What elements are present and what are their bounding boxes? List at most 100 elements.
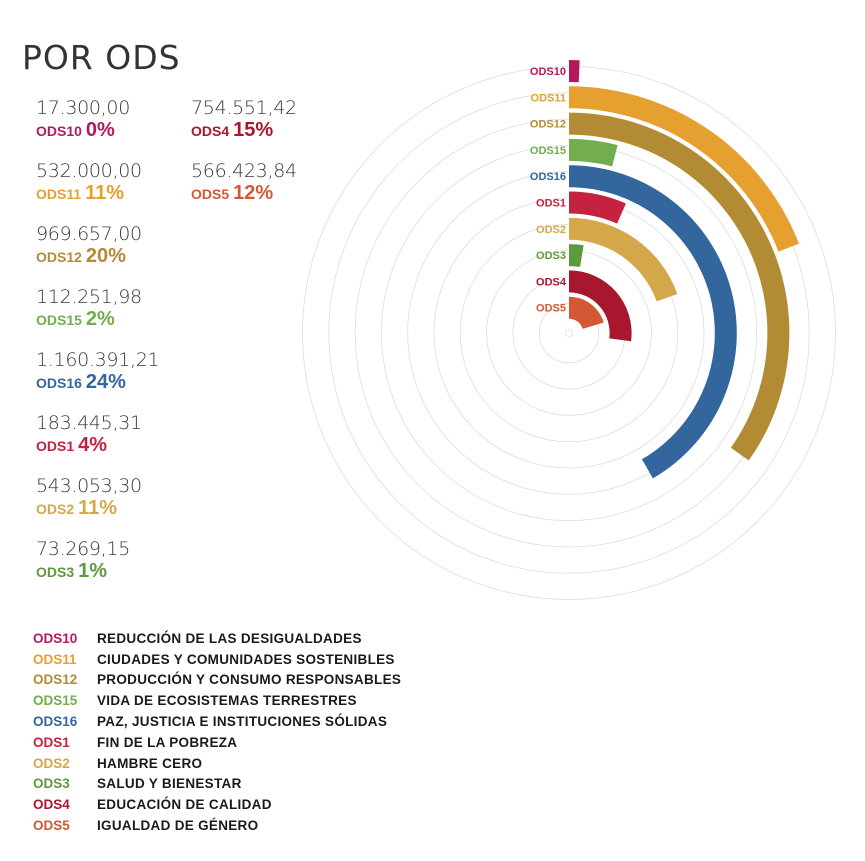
stat-code: ODS11 — [36, 186, 82, 202]
legend-name: REDUCCIÓN DE LAS DESIGUALDADES — [97, 630, 362, 646]
legend-name: PRODUCCIÓN Y CONSUMO RESPONSABLES — [97, 672, 402, 688]
legend-name: HAMBRE CERO — [97, 755, 203, 771]
legend-item: ODS16 PAZ, JUSTICIA E INSTITUCIONES SÓLID… — [33, 711, 401, 732]
arc-label-ods4: ODS4 — [536, 276, 567, 288]
stat-code: ODS1 — [36, 438, 75, 454]
stat-code: ODS15 — [36, 312, 82, 328]
arc-ods15 — [569, 138, 618, 167]
legend-name: EDUCACIÓN DE CALIDAD — [97, 797, 272, 813]
stat-code: ODS2 — [36, 501, 75, 517]
stat-amount: 183.445,31 — [36, 412, 142, 434]
arc-ods12 — [569, 112, 790, 461]
arc-label-ods5: ODS5 — [536, 303, 566, 315]
stat-label: ODS1 4% — [36, 433, 142, 458]
arc-label-ods16: ODS16 — [530, 171, 566, 183]
legend-code: ODS4 — [33, 797, 70, 813]
stat-percent: 20% — [85, 245, 126, 267]
stat-percent: 11% — [78, 497, 118, 519]
stat-ods16: 1.160.391,21 ODS16 24% — [36, 349, 160, 395]
arc-ods1 — [569, 191, 626, 224]
legend-item: ODS4 EDUCACIÓN DE CALIDAD — [33, 794, 401, 815]
arc-label-ods1: ODS1 — [536, 198, 566, 210]
arc-ods2 — [569, 217, 678, 302]
legend: ODS10 REDUCCIÓN DE LAS DESIGUALDADES ODS11… — [33, 628, 401, 836]
stat-amount: 17.300,00 — [36, 97, 130, 119]
legend-code: ODS16 — [33, 714, 78, 730]
stat-percent: 4% — [78, 434, 108, 456]
stat-ods4: 754.551,42 ODS4 15% — [191, 98, 297, 143]
stat-ods5: 566.423,84 ODS5 12% — [191, 161, 297, 206]
legend-name: FIN DE LA POBREZA — [97, 734, 238, 750]
legend-item: ODS12 PRODUCCIÓN Y CONSUMO RESPONSABLES — [33, 670, 401, 691]
stat-percent: 15% — [233, 119, 274, 141]
arc-ods5 — [569, 296, 604, 329]
legend-name: SALUD Y BIENESTAR — [97, 776, 242, 792]
arc-ods10 — [569, 60, 580, 83]
stat-ods2: 543.053,30 ODS2 11% — [36, 476, 142, 521]
arc-ods3 — [569, 244, 584, 268]
legend-code: ODS2 — [33, 755, 70, 771]
stat-percent: 0% — [85, 119, 115, 141]
arc-label-ods15: ODS15 — [530, 145, 566, 157]
stat-label: ODS16 24% — [36, 370, 159, 395]
stat-code: ODS4 — [191, 123, 230, 139]
arc-label-ods12: ODS12 — [530, 119, 566, 131]
legend-code: ODS1 — [33, 734, 70, 750]
stat-label: ODS10 0% — [36, 118, 130, 143]
stat-label: ODS11 11% — [36, 181, 142, 206]
stat-label: ODS3 1% — [36, 559, 130, 584]
stat-ods3: 73.269,15 ODS3 1% — [36, 539, 130, 584]
stat-percent: 12% — [233, 182, 274, 204]
stat-ods11: 532.000,00 ODS11 11% — [36, 161, 142, 206]
stat-amount: 754.551,42 — [191, 97, 297, 119]
legend-code: ODS5 — [33, 818, 70, 834]
legend-code: ODS11 — [33, 651, 77, 667]
legend-code: ODS3 — [33, 776, 70, 792]
stat-label: ODS12 20% — [36, 244, 142, 269]
stat-percent: 1% — [78, 560, 108, 582]
legend-item: ODS11 CIUDADES Y COMUNIDADES SOSTENIBLES — [33, 649, 401, 670]
chart-title: POR ODS — [22, 38, 181, 77]
legend-item: ODS1 FIN DE LA POBREZA — [33, 732, 401, 753]
arc-ods16 — [569, 165, 737, 479]
stat-label: ODS5 12% — [191, 181, 297, 206]
grid-ring — [565, 329, 573, 337]
legend-item: ODS5 IGUALDAD DE GÉNERO — [33, 815, 401, 836]
arc-ods11 — [569, 86, 799, 252]
arc-label-ods10: ODS10 — [530, 66, 566, 78]
stat-amount: 532.000,00 — [36, 160, 142, 182]
stat-amount: 1.160.391,21 — [36, 349, 160, 371]
stat-code: ODS12 — [36, 249, 82, 265]
legend-item: ODS2 HAMBRE CERO — [33, 753, 401, 774]
stat-code: ODS5 — [191, 186, 230, 202]
stat-percent: 11% — [85, 182, 125, 204]
stat-code: ODS10 — [36, 123, 82, 139]
stat-amount: 73.269,15 — [36, 538, 130, 560]
stat-ods12: 969.657,00 ODS12 20% — [36, 224, 142, 269]
stat-label: ODS2 11% — [36, 496, 142, 521]
legend-name: CIUDADES Y COMUNIDADES SOSTENIBLES — [97, 651, 395, 667]
legend-code: ODS12 — [33, 672, 78, 688]
stat-percent: 2% — [85, 308, 115, 330]
stat-amount: 566.423,84 — [191, 160, 297, 182]
stat-label: ODS4 15% — [191, 118, 297, 143]
legend-item: ODS15 VIDA DE ECOSISTEMAS TERRESTRES — [33, 690, 401, 711]
arc-label-ods2: ODS2 — [536, 224, 566, 236]
legend-name: VIDA DE ECOSISTEMAS TERRESTRES — [97, 693, 357, 709]
stat-percent: 24% — [85, 371, 126, 393]
legend-item: ODS10 REDUCCIÓN DE LAS DESIGUALDADES — [33, 628, 401, 649]
arc-label-ods11: ODS11 — [531, 92, 566, 104]
arc-ods4 — [569, 270, 632, 342]
legend-name: IGUALDAD DE GÉNERO — [97, 818, 259, 834]
stat-code: ODS16 — [36, 375, 82, 391]
stat-amount: 543.053,30 — [36, 475, 142, 497]
stat-amount: 969.657,00 — [36, 223, 142, 245]
legend-code: ODS10 — [33, 630, 78, 646]
stat-ods1: 183.445,31 ODS1 4% — [36, 413, 142, 458]
legend-name: PAZ, JUSTICIA E INSTITUCIONES SÓLIDAS — [97, 714, 388, 730]
stat-ods10: 17.300,00 ODS10 0% — [36, 98, 130, 143]
legend-code: ODS15 — [33, 693, 78, 709]
stat-label: ODS15 2% — [36, 307, 142, 332]
stat-amount: 112.251,98 — [36, 286, 142, 308]
